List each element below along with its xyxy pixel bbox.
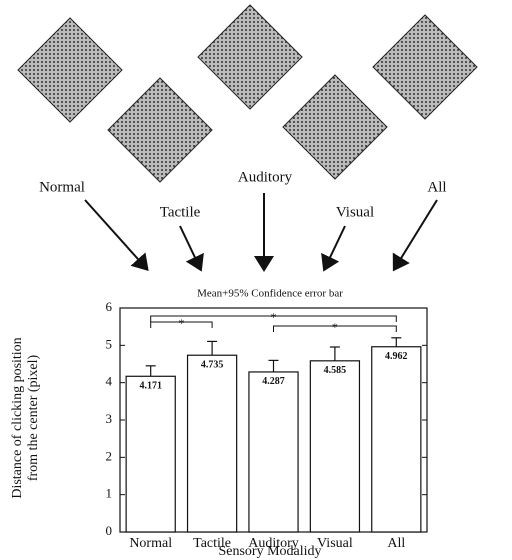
x-tick-label: All [387,536,405,551]
y-tick-label: 2 [106,448,113,463]
arrow [395,200,437,268]
y-tick-label: 3 [106,411,113,426]
bar [188,355,237,532]
figure: Mean+95% Confidence error bar Distance o… [0,0,512,560]
significance-label: * [271,310,277,324]
chart-title: Mean+95% Confidence error bar [197,288,343,300]
x-tick-label: Normal [129,536,172,551]
panel-all [373,15,477,119]
x-tick-label: Visual [317,536,353,551]
bar [126,376,175,532]
x-tick-label: Tactile [193,536,231,551]
panel-label: Tactile [160,204,201,220]
y-axis-label: from the center (pixel) [26,354,41,481]
panel-auditory [198,5,302,109]
arrow [180,226,200,268]
panel-visual [283,75,387,179]
y-tick-label: 4 [106,374,113,389]
panel-label: Normal [39,179,85,195]
bar [372,347,421,532]
y-tick-label: 0 [106,523,113,538]
panel-tactile [108,78,212,182]
value-label: 4.735 [201,360,224,371]
y-tick-label: 6 [106,299,113,314]
value-label: 4.287 [262,376,285,387]
significance-label: * [332,320,338,334]
value-label: 4.585 [324,365,347,376]
panel-label: Auditory [238,169,293,185]
bar [249,372,298,532]
panel-label: All [427,179,446,195]
arrow [85,200,146,268]
value-label: 4.962 [385,351,408,362]
arrow [325,226,345,268]
y-tick-label: 1 [106,486,113,501]
y-axis-label: Distance of clicking position [10,337,25,498]
y-tick-label: 5 [106,336,113,351]
x-tick-label: Auditory [248,536,299,551]
arrows [85,193,437,268]
value-label: 4.171 [139,381,162,392]
panel-normal [18,18,122,122]
significance-label: * [178,316,184,330]
panel-label: Visual [336,204,374,220]
panels [18,5,477,182]
bar [310,361,359,532]
